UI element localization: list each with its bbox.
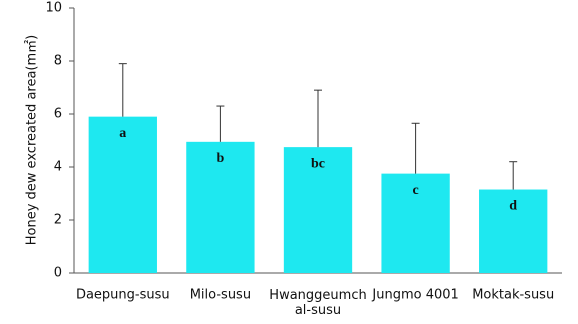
bar	[186, 141, 255, 273]
x-tick-label: Milo-susu	[190, 288, 251, 303]
y-axis-label: Honey dew excreated area(m㎡)	[25, 35, 40, 246]
significance-letter: b	[217, 151, 225, 166]
y-tick-label: 10	[45, 1, 62, 16]
bar	[283, 147, 353, 273]
y-tick-label: 4	[54, 160, 62, 175]
y-tick-label: 8	[54, 54, 62, 69]
x-tick-label: Moktak-susu	[472, 288, 554, 303]
x-tick-label: Hwanggeumch al-susu	[269, 288, 366, 318]
x-tick-label: Daepung-susu	[76, 288, 170, 303]
significance-letter: d	[509, 199, 517, 214]
bar	[381, 173, 450, 273]
significance-letter: a	[119, 126, 126, 141]
y-tick-label: 6	[54, 107, 62, 122]
bar	[479, 189, 548, 273]
x-tick-label: Jungmo 4001	[371, 288, 458, 303]
y-tick-label: 2	[54, 213, 62, 228]
y-tick-label: 0	[54, 266, 62, 281]
bar	[88, 116, 157, 274]
significance-letter: bc	[311, 156, 325, 171]
significance-letter: c	[412, 183, 418, 198]
